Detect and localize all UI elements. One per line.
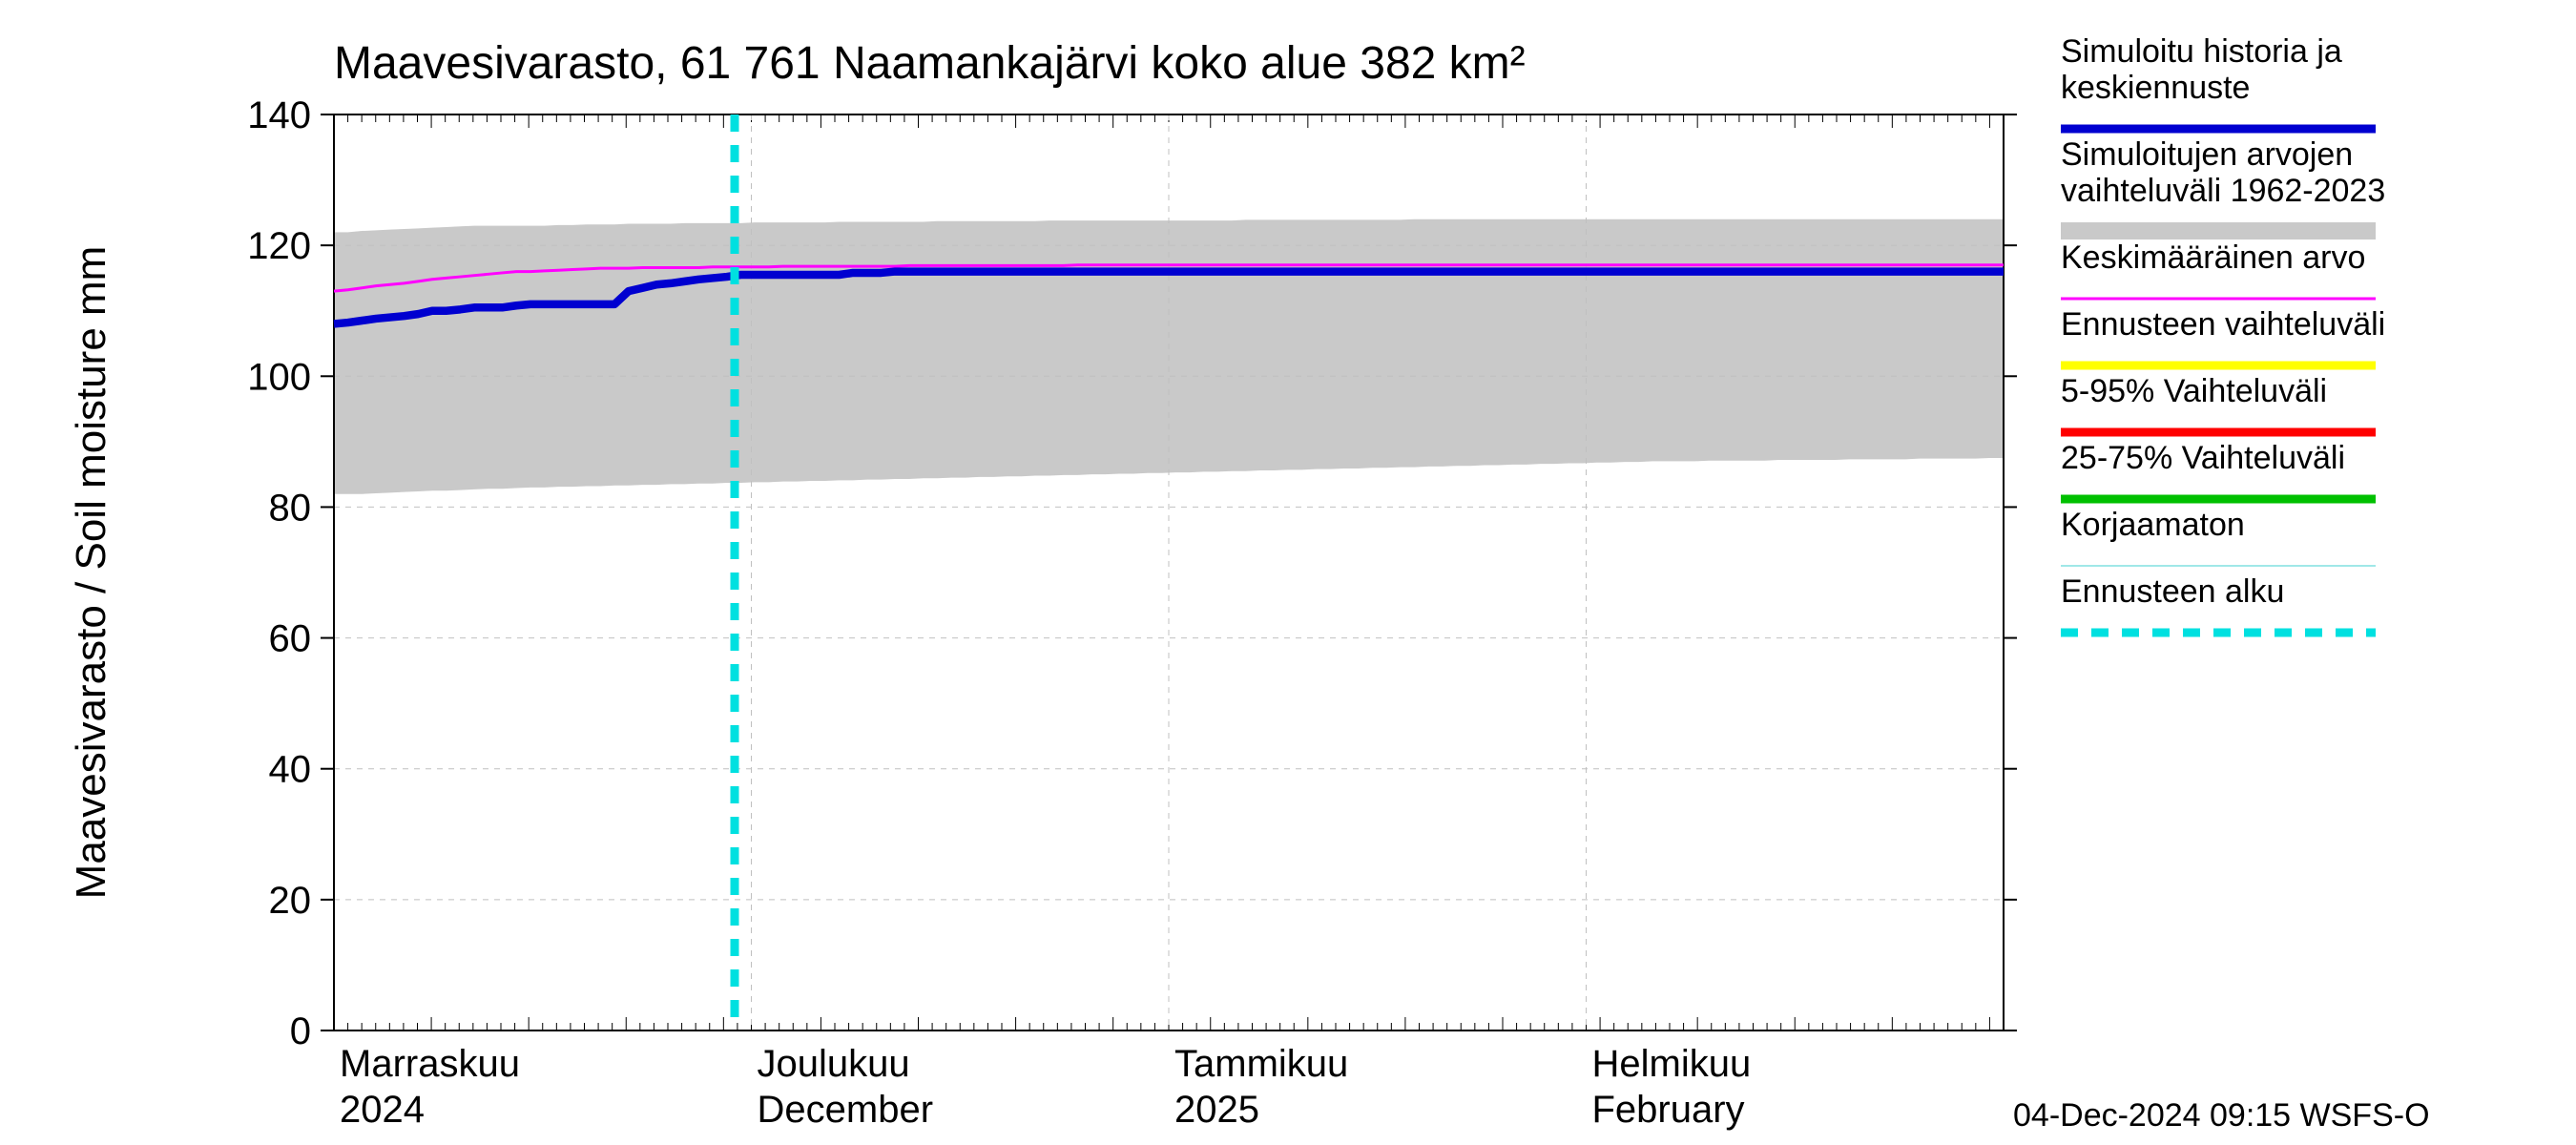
legend-label: 5-95% Vaihteluväli	[2061, 373, 2327, 409]
x-month-label-en: 2025	[1174, 1089, 1259, 1131]
y-tick-label: 100	[247, 356, 311, 398]
footer-timestamp: 04-Dec-2024 09:15 WSFS-O	[2013, 1097, 2430, 1134]
x-month-label-en: February	[1592, 1089, 1745, 1131]
y-tick-label: 80	[269, 487, 312, 529]
x-month-label-fi: Marraskuu	[340, 1043, 520, 1085]
y-tick-label: 20	[269, 880, 312, 922]
legend-label: Simuloitujen arvojen	[2061, 136, 2353, 173]
legend-swatch	[2061, 222, 2376, 239]
legend-label: Keskimääräinen arvo	[2061, 239, 2365, 276]
x-month-label-en: 2024	[340, 1089, 425, 1131]
legend-label: keskiennuste	[2061, 70, 2250, 106]
chart-container: 0 20 40 60 80 100 120 140 Maavesivarasto, 61 761…	[0, 0, 2576, 1145]
y-tick-label: 120	[247, 225, 311, 267]
x-month-label-fi: Tammikuu	[1174, 1043, 1348, 1085]
y-tick-label: 140	[247, 94, 311, 136]
legend-label: vaihteluväli 1962-2023	[2061, 173, 2385, 209]
legend-label: Simuloitu historia ja	[2061, 33, 2342, 70]
y-tick-label: 60	[269, 618, 312, 660]
x-month-label-en: December	[758, 1089, 934, 1131]
y-tick-label: 40	[269, 749, 312, 791]
x-month-label-fi: Helmikuu	[1592, 1043, 1752, 1085]
chart-title: Maavesivarasto, 61 761 Naamankajärvi kok…	[334, 38, 1526, 89]
y-tick-label: 0	[290, 1010, 311, 1052]
legend-label: Ennusteen vaihteluväli	[2061, 306, 2385, 343]
legend-label: Ennusteen alku	[2061, 573, 2284, 610]
chart-svg: 0 20 40 60 80 100 120 140 Maavesivarasto, 61 761…	[0, 0, 2576, 1145]
legend-label: 25-75% Vaihteluväli	[2061, 440, 2345, 476]
x-month-label-fi: Joulukuu	[758, 1043, 910, 1085]
legend-label: Korjaamaton	[2061, 507, 2245, 543]
y-axis-label: Maavesivarasto / Soil moisture mm	[68, 246, 114, 900]
